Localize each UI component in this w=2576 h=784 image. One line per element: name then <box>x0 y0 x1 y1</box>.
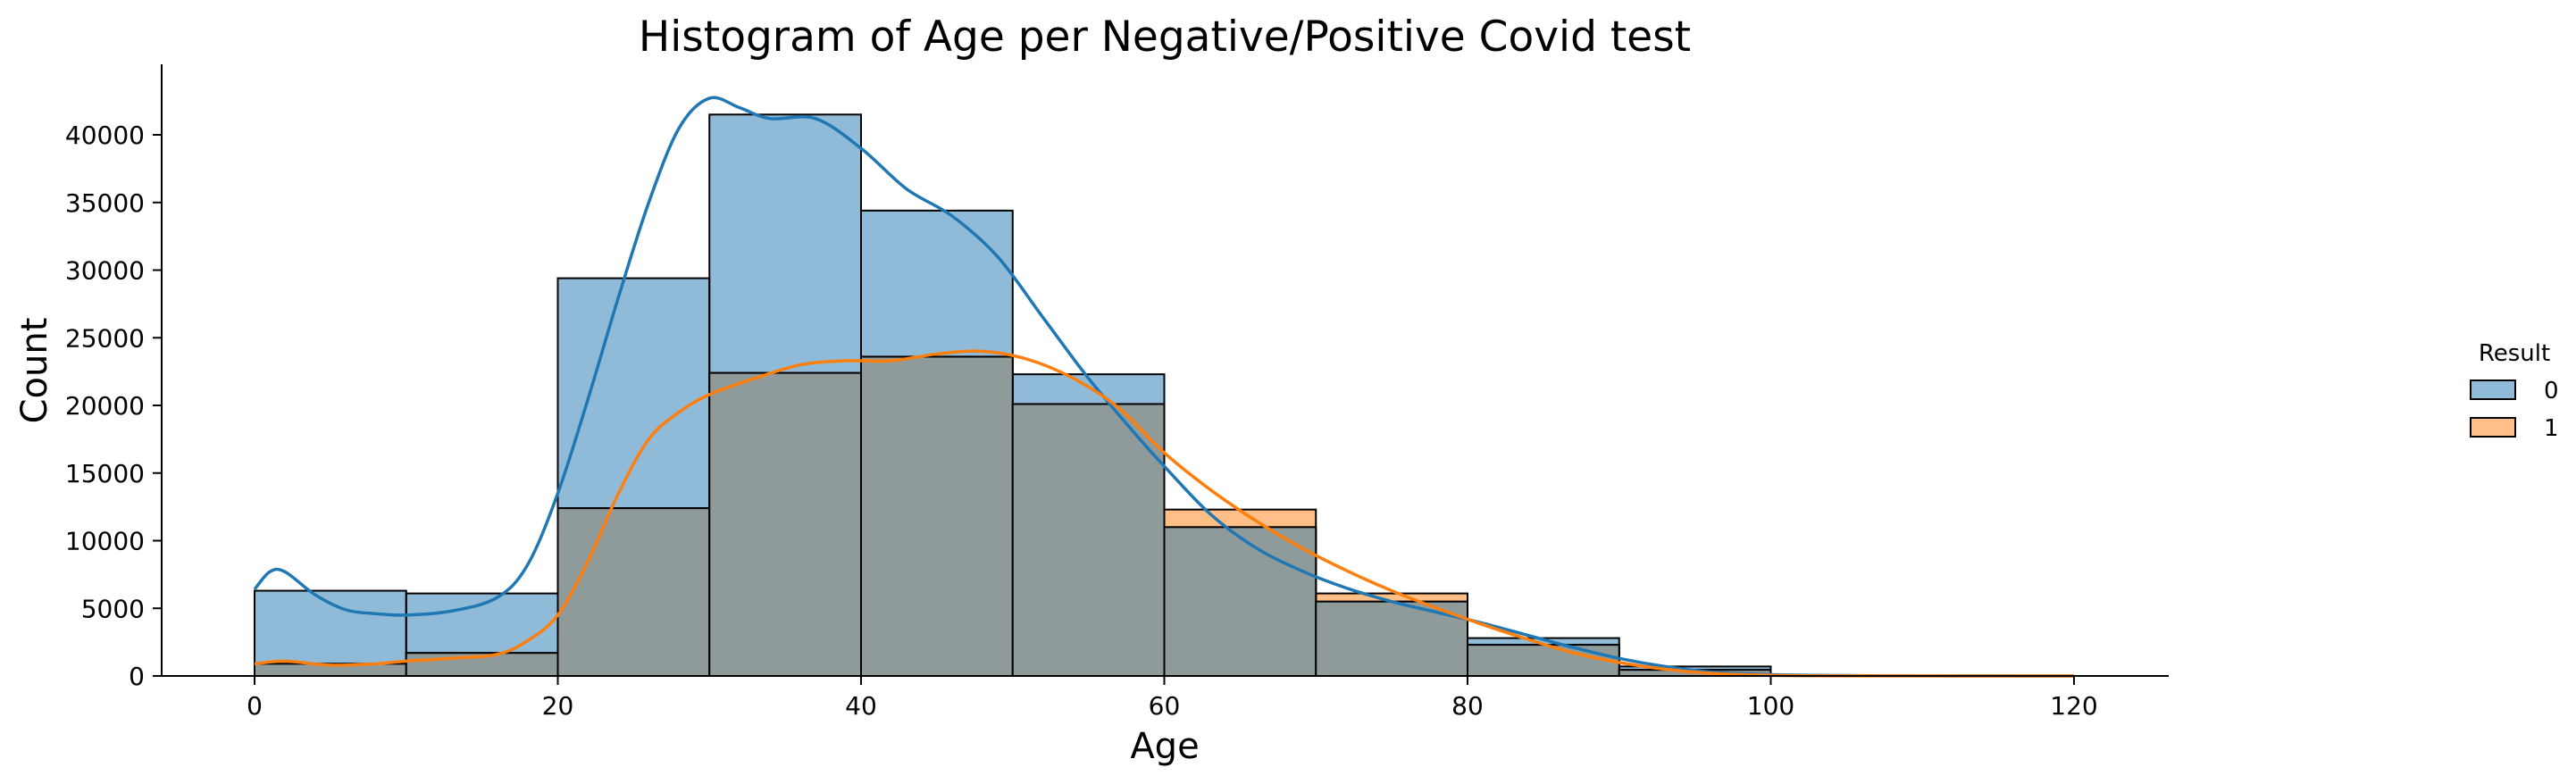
bar-overlap-bin-7 <box>1315 600 1468 677</box>
legend-swatch-0 <box>2470 379 2516 400</box>
kde-curve-series-0 <box>253 96 2075 678</box>
x-tick-label-0: 0 <box>247 691 263 721</box>
bar-overlap-bin-2 <box>556 507 711 678</box>
kde-curves <box>253 96 2075 678</box>
y-tick-label-40000: 40000 <box>65 121 145 150</box>
y-tick-label-35000: 35000 <box>65 188 145 218</box>
legend-label-0: 0 <box>2544 378 2559 405</box>
y-tick-label-25000: 25000 <box>65 323 145 353</box>
y-tick-label-0: 0 <box>129 662 145 691</box>
x-tick-label-40: 40 <box>845 691 877 721</box>
x-tick-label-60: 60 <box>1149 691 1181 721</box>
y-axis-ticks: 0 5000 10000 15000 20000 25000 30000 35000 40000 <box>65 121 162 691</box>
legend-title: Result <box>2479 340 2550 367</box>
x-tick-label-20: 20 <box>542 691 574 721</box>
y-tick-label-20000: 20000 <box>65 391 145 421</box>
overlap-bars <box>254 355 1772 678</box>
x-axis-label: Age <box>1130 726 1199 767</box>
x-tick-label-80: 80 <box>1451 691 1484 721</box>
y-tick-label-10000: 10000 <box>65 527 145 556</box>
y-axis-label: Count <box>14 318 55 424</box>
bar-overlap-bin-3 <box>708 371 862 677</box>
y-tick-label-15000: 15000 <box>65 459 145 488</box>
bar-overlap-bin-8 <box>1467 644 1620 678</box>
x-axis-ticks: 0 20 40 60 80 100 120 <box>247 676 2098 721</box>
legend-swatch-1 <box>2470 417 2516 438</box>
bar-overlap-bin-4 <box>860 355 1014 677</box>
bar-overlap-bin-5 <box>1011 403 1166 677</box>
y-tick-label-30000: 30000 <box>65 256 145 286</box>
y-tick-label-5000: 5000 <box>81 594 145 623</box>
bar-overlap-bin-6 <box>1163 526 1317 677</box>
chart-title: Histogram of Age per Negative/Positive C… <box>639 13 1691 62</box>
x-tick-label-100: 100 <box>1747 691 1794 721</box>
kde-curve-series-1 <box>254 349 2075 678</box>
legend: Result 0 1 <box>2470 340 2559 442</box>
legend-label-1: 1 <box>2544 415 2559 442</box>
x-tick-label-120: 120 <box>2050 691 2097 721</box>
